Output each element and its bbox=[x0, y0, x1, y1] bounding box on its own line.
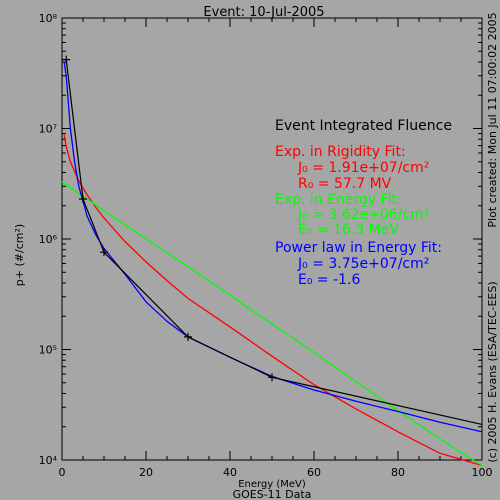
y-tick-label: 10⁴ bbox=[39, 454, 58, 467]
sub-caption: GOES-11 Data bbox=[233, 488, 312, 500]
legend: Event Integrated Fluence Exp. in Rigidit… bbox=[275, 118, 452, 288]
x-tick-label: 80 bbox=[391, 466, 405, 479]
x-tick-label: 100 bbox=[472, 466, 493, 479]
plot-area bbox=[62, 18, 482, 460]
y-tick-label: 10⁶ bbox=[39, 233, 58, 246]
measured-fluence-markers bbox=[62, 56, 276, 382]
legend-heading: Event Integrated Fluence bbox=[275, 118, 452, 134]
x-tick-label: 0 bbox=[59, 466, 66, 479]
y-tick-labels: 10⁴ 10⁵ 10⁶ 10⁷ 10⁸ bbox=[39, 12, 58, 467]
y-tick-label: 10⁷ bbox=[39, 123, 57, 136]
x-tick-labels: 0 20 40 60 80 100 bbox=[59, 466, 493, 479]
legend-power-title: Power law in Energy Fit: bbox=[275, 240, 442, 256]
legend-energy-j0: J₀ = 3.62e+06/cm² bbox=[297, 207, 429, 223]
legend-energy-e0: E₀ = 16.3 MeV bbox=[298, 222, 399, 238]
legend-power-j0: J₀ = 3.75e+07/cm² bbox=[297, 256, 429, 272]
rigidity-fit-line bbox=[64, 135, 482, 466]
plot-created-note: Plot created: Mon Jul 11 07:00:02 2005 bbox=[486, 12, 499, 227]
legend-rigidity-j0: J₀ = 1.91e+07/cm² bbox=[297, 160, 429, 176]
y-tick-label: 10⁸ bbox=[39, 12, 58, 25]
x-tick-label: 40 bbox=[223, 466, 237, 479]
energy-fit-line bbox=[62, 182, 482, 466]
y-tick-label: 10⁵ bbox=[39, 344, 57, 357]
x-tick-label: 60 bbox=[307, 466, 321, 479]
axis-ticks bbox=[62, 18, 482, 460]
data-point-marker bbox=[79, 195, 87, 203]
legend-power-e0: E₀ = -1.6 bbox=[298, 272, 360, 288]
copyright-note: (c) 2005 H. Evans (ESA/TEC-EES) bbox=[486, 281, 499, 462]
legend-rigidity-r0: R₀ = 57.7 MV bbox=[298, 176, 392, 192]
legend-energy-title: Exp. in Energy Fit: bbox=[275, 192, 402, 208]
x-tick-label: 20 bbox=[139, 466, 153, 479]
y-axis-label: p+ (#/cm²) bbox=[13, 224, 26, 286]
legend-rigidity-title: Exp. in Rigidity Fit: bbox=[275, 144, 406, 160]
